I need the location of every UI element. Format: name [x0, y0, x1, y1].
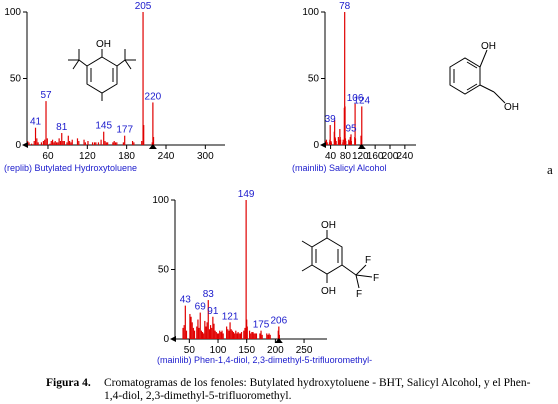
phen-diol-structure: OH OH F F F: [301, 220, 379, 300]
peak-label: 206: [270, 315, 287, 326]
caption-label: Figura 4.: [46, 377, 91, 389]
peak-label: 78: [339, 1, 351, 12]
bht-structure: OH: [68, 39, 136, 101]
axis-end-marker: [274, 338, 283, 343]
peak-label: 43: [180, 295, 192, 306]
axis-end-marker: [357, 144, 366, 149]
peak-label: 95: [345, 123, 357, 134]
peak-label: 205: [135, 1, 152, 12]
x-tick-label: 100: [210, 345, 227, 356]
peak-label: 145: [95, 121, 112, 132]
peak-label: 124: [353, 95, 370, 106]
salicyl-oh2-label: OH: [504, 102, 519, 113]
library-label: (mainlib) Phen-1,4-diol, 2,3-dimethyl-5-…: [157, 355, 372, 365]
bht-spectrum-panel: 0 50 100 60 120 180 240 300 41 57 81 145 177 205 220 (r…: [4, 1, 225, 173]
axis-end-marker: [148, 144, 157, 149]
peak-label: 149: [238, 189, 255, 200]
peak-label: 69: [195, 302, 207, 313]
peak-label: 41: [30, 117, 42, 128]
peak-label: 57: [40, 90, 52, 101]
x-tick-label: 300: [197, 151, 214, 162]
caption-text: Cromatogramas de los fenoles: Butylated …: [104, 377, 531, 402]
library-label: (replib) Butylated Hydroxytoluene: [4, 163, 137, 173]
x-tick-label: 240: [158, 151, 175, 162]
x-tick-label: 80: [340, 151, 352, 162]
phen-oh2-label: OH: [321, 286, 336, 297]
phen-f2-label: F: [373, 273, 379, 284]
phen-f3-label: F: [356, 289, 362, 300]
peak-label: 81: [56, 122, 68, 133]
peak-label: 175: [253, 320, 270, 331]
peak-label: 121: [222, 311, 239, 322]
bht-oh-label: OH: [96, 39, 111, 50]
peak-label: 106: [347, 93, 364, 104]
x-tick-label: 160: [367, 151, 384, 162]
panel-letter: a: [547, 162, 553, 177]
x-tick-label: 250: [296, 345, 313, 356]
x-tick-label: 240: [397, 151, 414, 162]
y-tick-label: 0: [313, 140, 319, 151]
phen-f1-label: F: [365, 255, 371, 266]
peak-label: 91: [207, 306, 219, 317]
x-tick-label: 120: [79, 151, 96, 162]
y-tick-label: 50: [10, 74, 22, 85]
y-tick-label: 50: [308, 74, 320, 85]
axis-start-marker: [320, 142, 326, 148]
x-tick-label: 180: [118, 151, 135, 162]
x-tick-label: 150: [238, 345, 255, 356]
y-tick-label: 100: [152, 195, 169, 206]
x-tick-label: 50: [184, 345, 196, 356]
salicyl-oh1-label: OH: [481, 41, 496, 52]
axis-start-marker: [170, 336, 176, 342]
peak-label: 220: [145, 91, 162, 102]
phen-oh1-label: OH: [321, 220, 336, 231]
x-tick-label: 200: [267, 345, 284, 356]
y-tick-label: 0: [15, 140, 21, 151]
peak-label: 39: [325, 114, 337, 125]
axis-start-marker: [22, 142, 28, 148]
peak-label: 83: [203, 289, 215, 300]
x-tick-label: 200: [382, 151, 399, 162]
library-label: (mainlib) Salicyl Alcohol: [292, 163, 387, 173]
x-tick-label: 120: [352, 151, 369, 162]
x-tick-label: 40: [325, 151, 337, 162]
y-tick-label: 100: [4, 7, 21, 18]
salicyl-alcohol-structure: OH OH: [449, 41, 519, 113]
y-tick-label: 0: [163, 334, 169, 345]
y-tick-label: 50: [158, 265, 170, 276]
y-tick-label: 100: [302, 7, 319, 18]
peak-label: 177: [116, 125, 133, 136]
x-tick-label: 60: [42, 151, 54, 162]
